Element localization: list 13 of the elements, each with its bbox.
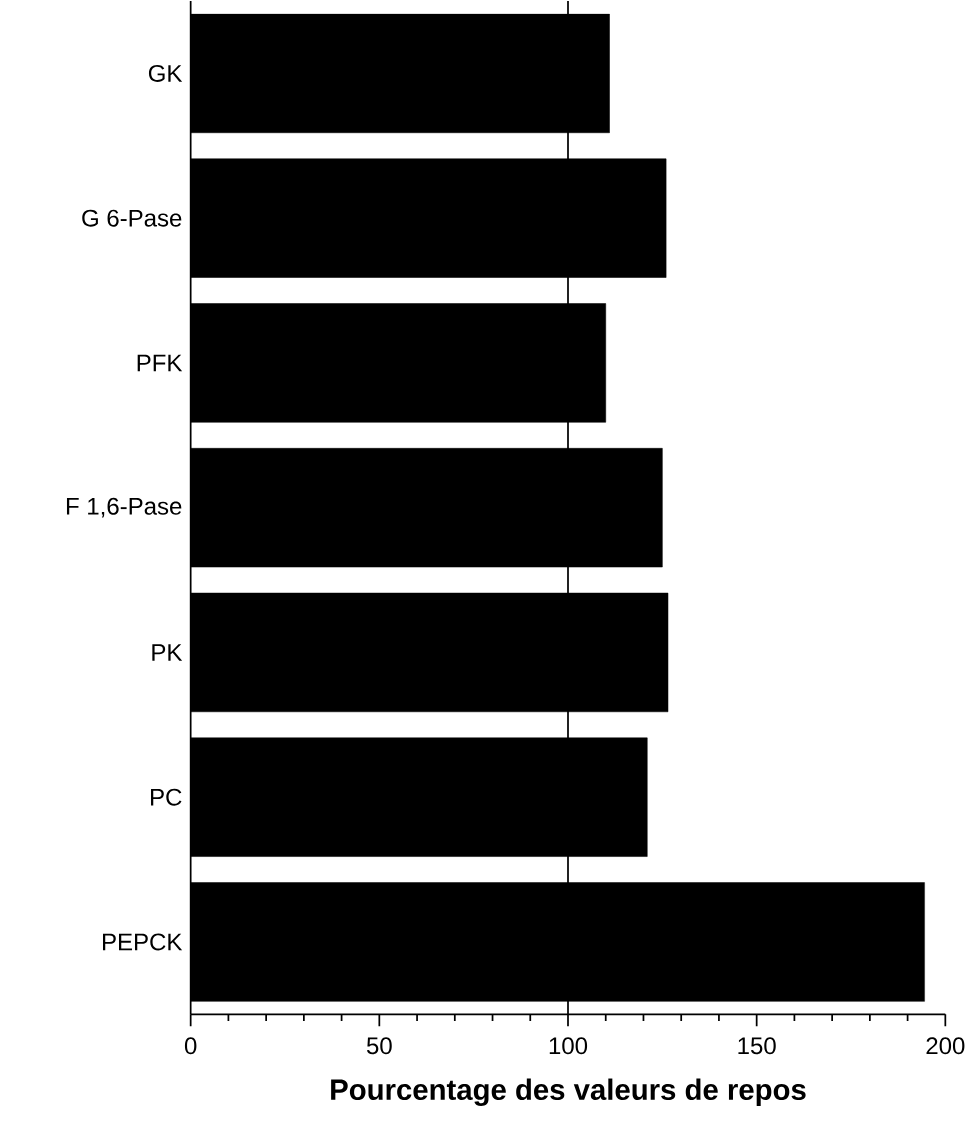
y-tick-label: PC	[151, 788, 182, 806]
x-tick-label: 150	[738, 1037, 776, 1055]
x-axis-title: Pourcentage des valeurs de repos	[331, 1078, 806, 1106]
y-tick-label: PFK	[137, 354, 183, 372]
x-tick-label: 50	[366, 1037, 392, 1055]
y-tick-label: F 1,6-Pase	[66, 497, 182, 518]
x-tick-label: 200	[926, 1037, 965, 1055]
x-tick-label: 0	[184, 1037, 197, 1055]
y-tick-label: GK	[148, 64, 183, 82]
y-tick-label: PK	[152, 644, 183, 661]
y-tick-label: G 6-Pase	[82, 209, 182, 227]
x-tick-label: 100	[549, 1037, 588, 1055]
y-tick-label: PEPCK	[103, 933, 183, 951]
